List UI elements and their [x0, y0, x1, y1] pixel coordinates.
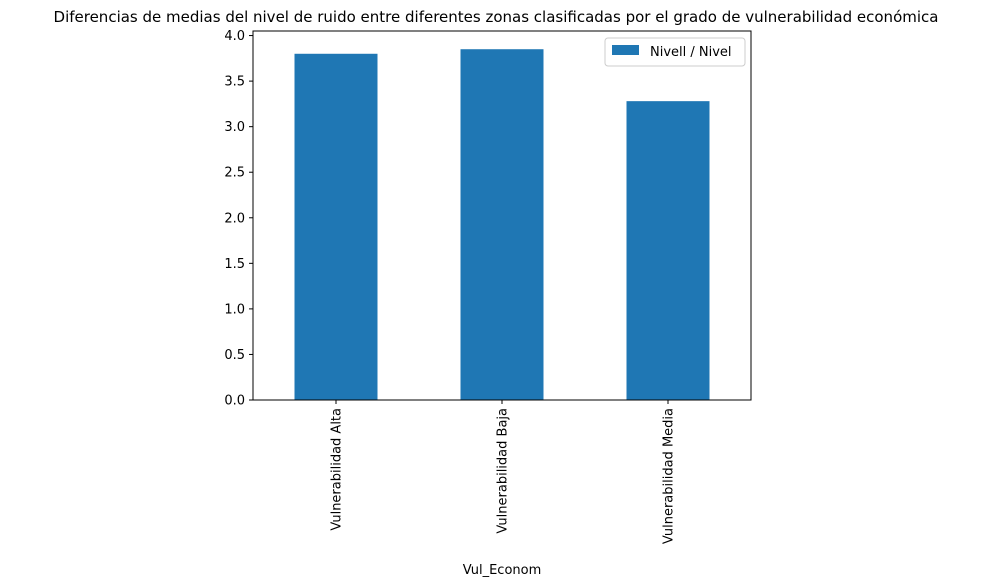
bar-vulnerabilidad-baja: [460, 49, 544, 400]
y-tick-label: 0.0: [224, 394, 245, 409]
legend: Nivell / Nivel: [604, 37, 746, 67]
y-tick-label: 1.5: [224, 257, 245, 272]
y-tick-label: 4.0: [224, 29, 245, 44]
y-axis-ticks: 0.0 0.5 1.0 1.5 2.0 2.5 3.0 3.5 4.0: [224, 29, 253, 409]
plot-frame: [252, 30, 752, 401]
x-tick-label: Vulnerabilidad Baja: [496, 408, 511, 534]
y-tick-label: 2.5: [224, 166, 245, 181]
bars-group: [294, 49, 710, 401]
x-tick-label: Vulnerabilidad Alta: [330, 408, 345, 531]
legend-swatch: [612, 45, 639, 55]
x-axis-ticks: Vulnerabilidad Alta Vulnerabilidad Baja Vu…: [330, 400, 677, 544]
y-tick-label: 3.0: [224, 120, 245, 135]
bar-vulnerabilidad-alta: [294, 53, 378, 401]
x-axis-label: Vul_Econom: [463, 563, 542, 578]
y-tick-label: 1.0: [224, 302, 245, 317]
chart-title: Diferencias de medias del nivel de ruido…: [54, 8, 939, 26]
bar-vulnerabilidad-media: [626, 101, 710, 401]
y-tick-label: 3.5: [224, 75, 245, 90]
legend-label: Nivell / Nivel: [650, 45, 732, 60]
y-tick-label: 2.0: [224, 211, 245, 226]
x-tick-label: Vulnerabilidad Media: [662, 408, 677, 544]
y-tick-label: 0.5: [224, 348, 245, 363]
legend-box: [604, 37, 746, 67]
